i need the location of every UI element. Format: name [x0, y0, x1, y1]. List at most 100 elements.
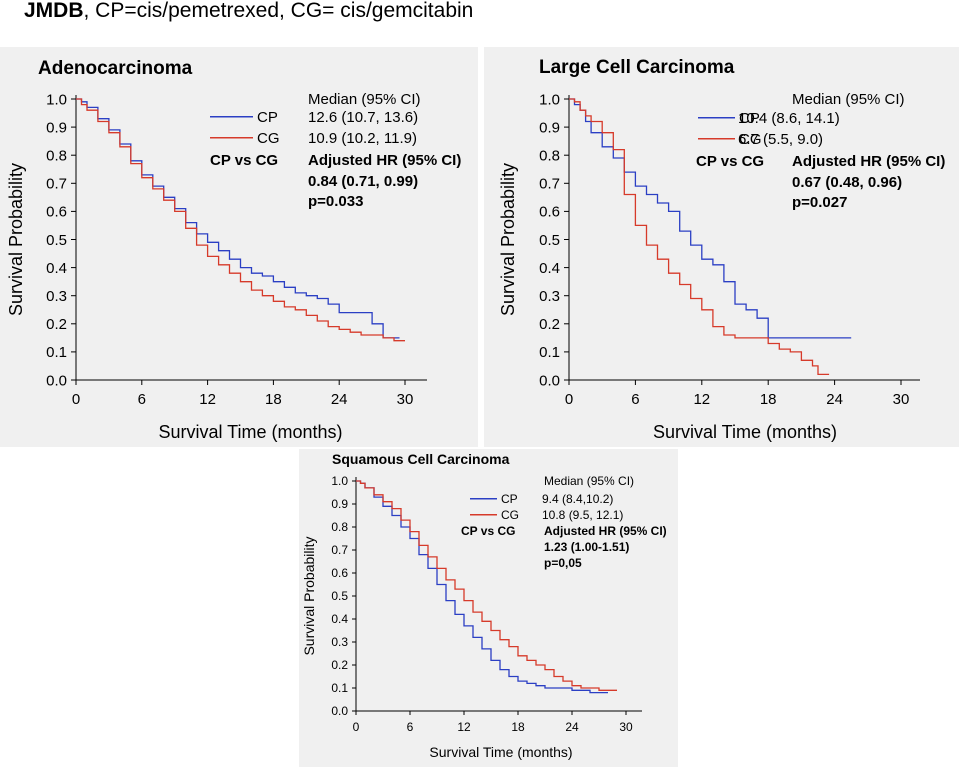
- adeno-y-tick-label: 1.0: [46, 91, 67, 108]
- adeno-y-tick-label: 0.9: [46, 119, 67, 136]
- squamous-x-tick-label: 0: [353, 720, 360, 734]
- large-cell-x-tick-label: 12: [693, 391, 710, 408]
- squamous-series-cp-line: [356, 480, 608, 694]
- large-cell-chart-panel: Large Cell Carcinoma 0.0 0.1 0.2 0.3 0.4 0.5 0.…: [484, 47, 959, 447]
- squamous-hr-header: Adjusted HR (95% CI): [544, 524, 667, 538]
- adeno-x-tick-label: 0: [72, 391, 80, 408]
- large-cell-y-tick-label: 0.3: [539, 288, 560, 305]
- squamous-series-cg-line: [356, 480, 617, 691]
- large-cell-series-cp-line: [569, 98, 852, 339]
- adeno-y-tick-label: 0.8: [46, 147, 67, 164]
- squamous-y-tick-label: 0.3: [331, 635, 348, 649]
- squamous-y-tick-label: 0.1: [331, 681, 348, 695]
- squamous-y-tick-label: 0.9: [331, 497, 348, 511]
- squamous-y-tick-label: 0.6: [331, 566, 348, 580]
- large-cell-legend-cp-label: CP: [739, 110, 760, 127]
- large-cell-legend-cg-label: CG: [739, 131, 762, 148]
- adeno-x-tick-label: 24: [331, 391, 348, 408]
- large-cell-x-tick-label: 18: [760, 391, 777, 408]
- adeno-y-axis-label: Survival Probability: [6, 163, 26, 316]
- squamous-y-tick-label: 0.0: [331, 704, 348, 718]
- squamous-p-value: p=0,05: [544, 556, 582, 570]
- squamous-chart-title: Squamous Cell Carcinoma: [332, 451, 510, 467]
- adeno-y-tick-label: 0.3: [46, 288, 67, 305]
- adeno-cp-median-value: 12.6 (10.7, 13.6): [308, 109, 418, 126]
- adeno-cg-median-value: 10.9 (10.2, 11.9): [308, 130, 417, 147]
- squamous-y-tick-label: 1.0: [331, 474, 348, 488]
- large-cell-comparison-label: CP vs CG: [696, 153, 764, 170]
- page-title-bold: JMDB: [24, 0, 84, 22]
- adeno-chart-title: Adenocarcinoma: [38, 58, 193, 79]
- large-cell-y-tick-label: 0.8: [539, 147, 560, 164]
- squamous-hr-value: 1.23 (1.00-1.51): [544, 540, 629, 554]
- squamous-cp-median-value: 9.4 (8.4,10.2): [542, 492, 613, 506]
- large-cell-y-tick-label: 0.7: [539, 176, 560, 193]
- large-cell-series-cg-line: [569, 98, 830, 376]
- squamous-y-tick-label: 0.7: [331, 543, 348, 557]
- large-cell-y-tick-label: 0.4: [539, 260, 560, 277]
- adeno-x-tick-label: 18: [265, 391, 282, 408]
- squamous-legend-cp-label: CP: [501, 492, 518, 506]
- squamous-x-tick-label: 12: [457, 720, 471, 734]
- page-title-rest: , CP=cis/pemetrexed, CG= cis/gemcitabin: [83, 0, 474, 22]
- adeno-y-tick-label: 0.0: [46, 372, 67, 389]
- large-cell-x-tick-label: 24: [826, 391, 843, 408]
- large-cell-y-tick-label: 0.0: [539, 372, 560, 389]
- large-cell-hr-value: 0.67 (0.48, 0.96): [792, 174, 902, 191]
- adeno-x-tick-label: 6: [138, 391, 146, 408]
- adeno-x-axis-label: Survival Time (months): [158, 422, 342, 442]
- squamous-median-header: Median (95% CI): [544, 474, 634, 488]
- squamous-y-tick-label: 0.8: [331, 520, 348, 534]
- large-cell-y-tick-label: 0.2: [539, 316, 560, 333]
- large-cell-x-axis-label: Survival Time (months): [653, 422, 837, 442]
- adeno-y-tick-label: 0.6: [46, 204, 67, 221]
- adenocarcinoma-chart-panel: Adenocarcinoma 0.0 0.1 0.2 0.3 0.4 0.5 0.6 0.7 0.…: [0, 47, 478, 447]
- adeno-y-tick-label: 0.5: [46, 232, 67, 249]
- adenocarcinoma-chart: Adenocarcinoma 0.0 0.1 0.2 0.3 0.4 0.5 0.6 0.7 0.…: [6, 58, 461, 442]
- squamous-y-tick-label: 0.4: [331, 612, 348, 626]
- large-cell-y-tick-label: 0.6: [539, 204, 560, 221]
- squamous-comparison-label: CP vs CG: [461, 524, 515, 538]
- large-cell-cg-median-value: 6.7 (5.5, 9.0): [738, 131, 823, 148]
- squamous-x-tick-label: 6: [407, 720, 414, 734]
- large-cell-hr-header: Adjusted HR (95% CI): [792, 153, 945, 170]
- squamous-y-tick-label: 0.5: [331, 589, 348, 603]
- large-cell-x-tick-label: 6: [631, 391, 639, 408]
- adeno-comparison-label: CP vs CG: [210, 152, 278, 169]
- adeno-median-header: Median (95% CI): [308, 91, 421, 108]
- large-cell-x-tick-label: 30: [893, 391, 910, 408]
- large-cell-p-value: p=0.027: [792, 194, 847, 211]
- adeno-p-value: p=0.033: [308, 193, 363, 210]
- squamous-cg-median-value: 10.8 (9.5, 12.1): [542, 508, 623, 522]
- adeno-x-tick-label: 12: [199, 391, 216, 408]
- adeno-legend-cg-label: CG: [257, 130, 280, 147]
- page-title: JMDB, CP=cis/pemetrexed, CG= cis/gemcita…: [24, 0, 473, 23]
- adeno-y-tick-label: 0.7: [46, 176, 67, 193]
- large-cell-y-tick-label: 0.1: [539, 344, 560, 361]
- squamous-x-tick-label: 18: [511, 720, 525, 734]
- large-cell-x-tick-label: 0: [565, 391, 573, 408]
- adeno-x-tick-label: 30: [397, 391, 414, 408]
- squamous-legend-cg-label: CG: [501, 508, 519, 522]
- squamous-chart-panel: Squamous Cell Carcinoma 0.0 0.1 0.2 0.3 0.4 0.…: [299, 449, 678, 767]
- squamous-x-axis-label: Survival Time (months): [429, 744, 572, 760]
- adeno-y-tick-label: 0.1: [46, 344, 67, 361]
- large-cell-y-tick-label: 0.9: [539, 119, 560, 136]
- adeno-hr-header: Adjusted HR (95% CI): [308, 152, 461, 169]
- large-cell-cp-median-value: 10.4 (8.6, 14.1): [738, 110, 840, 127]
- large-cell-chart: Large Cell Carcinoma 0.0 0.1 0.2 0.3 0.4 0.5 0.…: [498, 57, 945, 442]
- squamous-chart: Squamous Cell Carcinoma 0.0 0.1 0.2 0.3 0.4 0.…: [301, 451, 667, 760]
- adeno-hr-value: 0.84 (0.71, 0.99): [308, 173, 418, 190]
- squamous-x-tick-label: 30: [619, 720, 633, 734]
- large-cell-median-header: Median (95% CI): [792, 91, 905, 108]
- adeno-series-cg-line: [76, 98, 405, 342]
- large-cell-y-axis-label: Survival Probability: [498, 163, 518, 316]
- squamous-y-axis-label: Survival Probability: [301, 536, 317, 655]
- squamous-y-tick-label: 0.2: [331, 658, 348, 672]
- large-cell-chart-title: Large Cell Carcinoma: [539, 57, 735, 78]
- large-cell-y-tick-label: 0.5: [539, 232, 560, 249]
- large-cell-y-tick-label: 1.0: [539, 91, 560, 108]
- squamous-x-tick-label: 24: [565, 720, 579, 734]
- adeno-y-tick-label: 0.2: [46, 316, 67, 333]
- adeno-y-tick-label: 0.4: [46, 260, 67, 277]
